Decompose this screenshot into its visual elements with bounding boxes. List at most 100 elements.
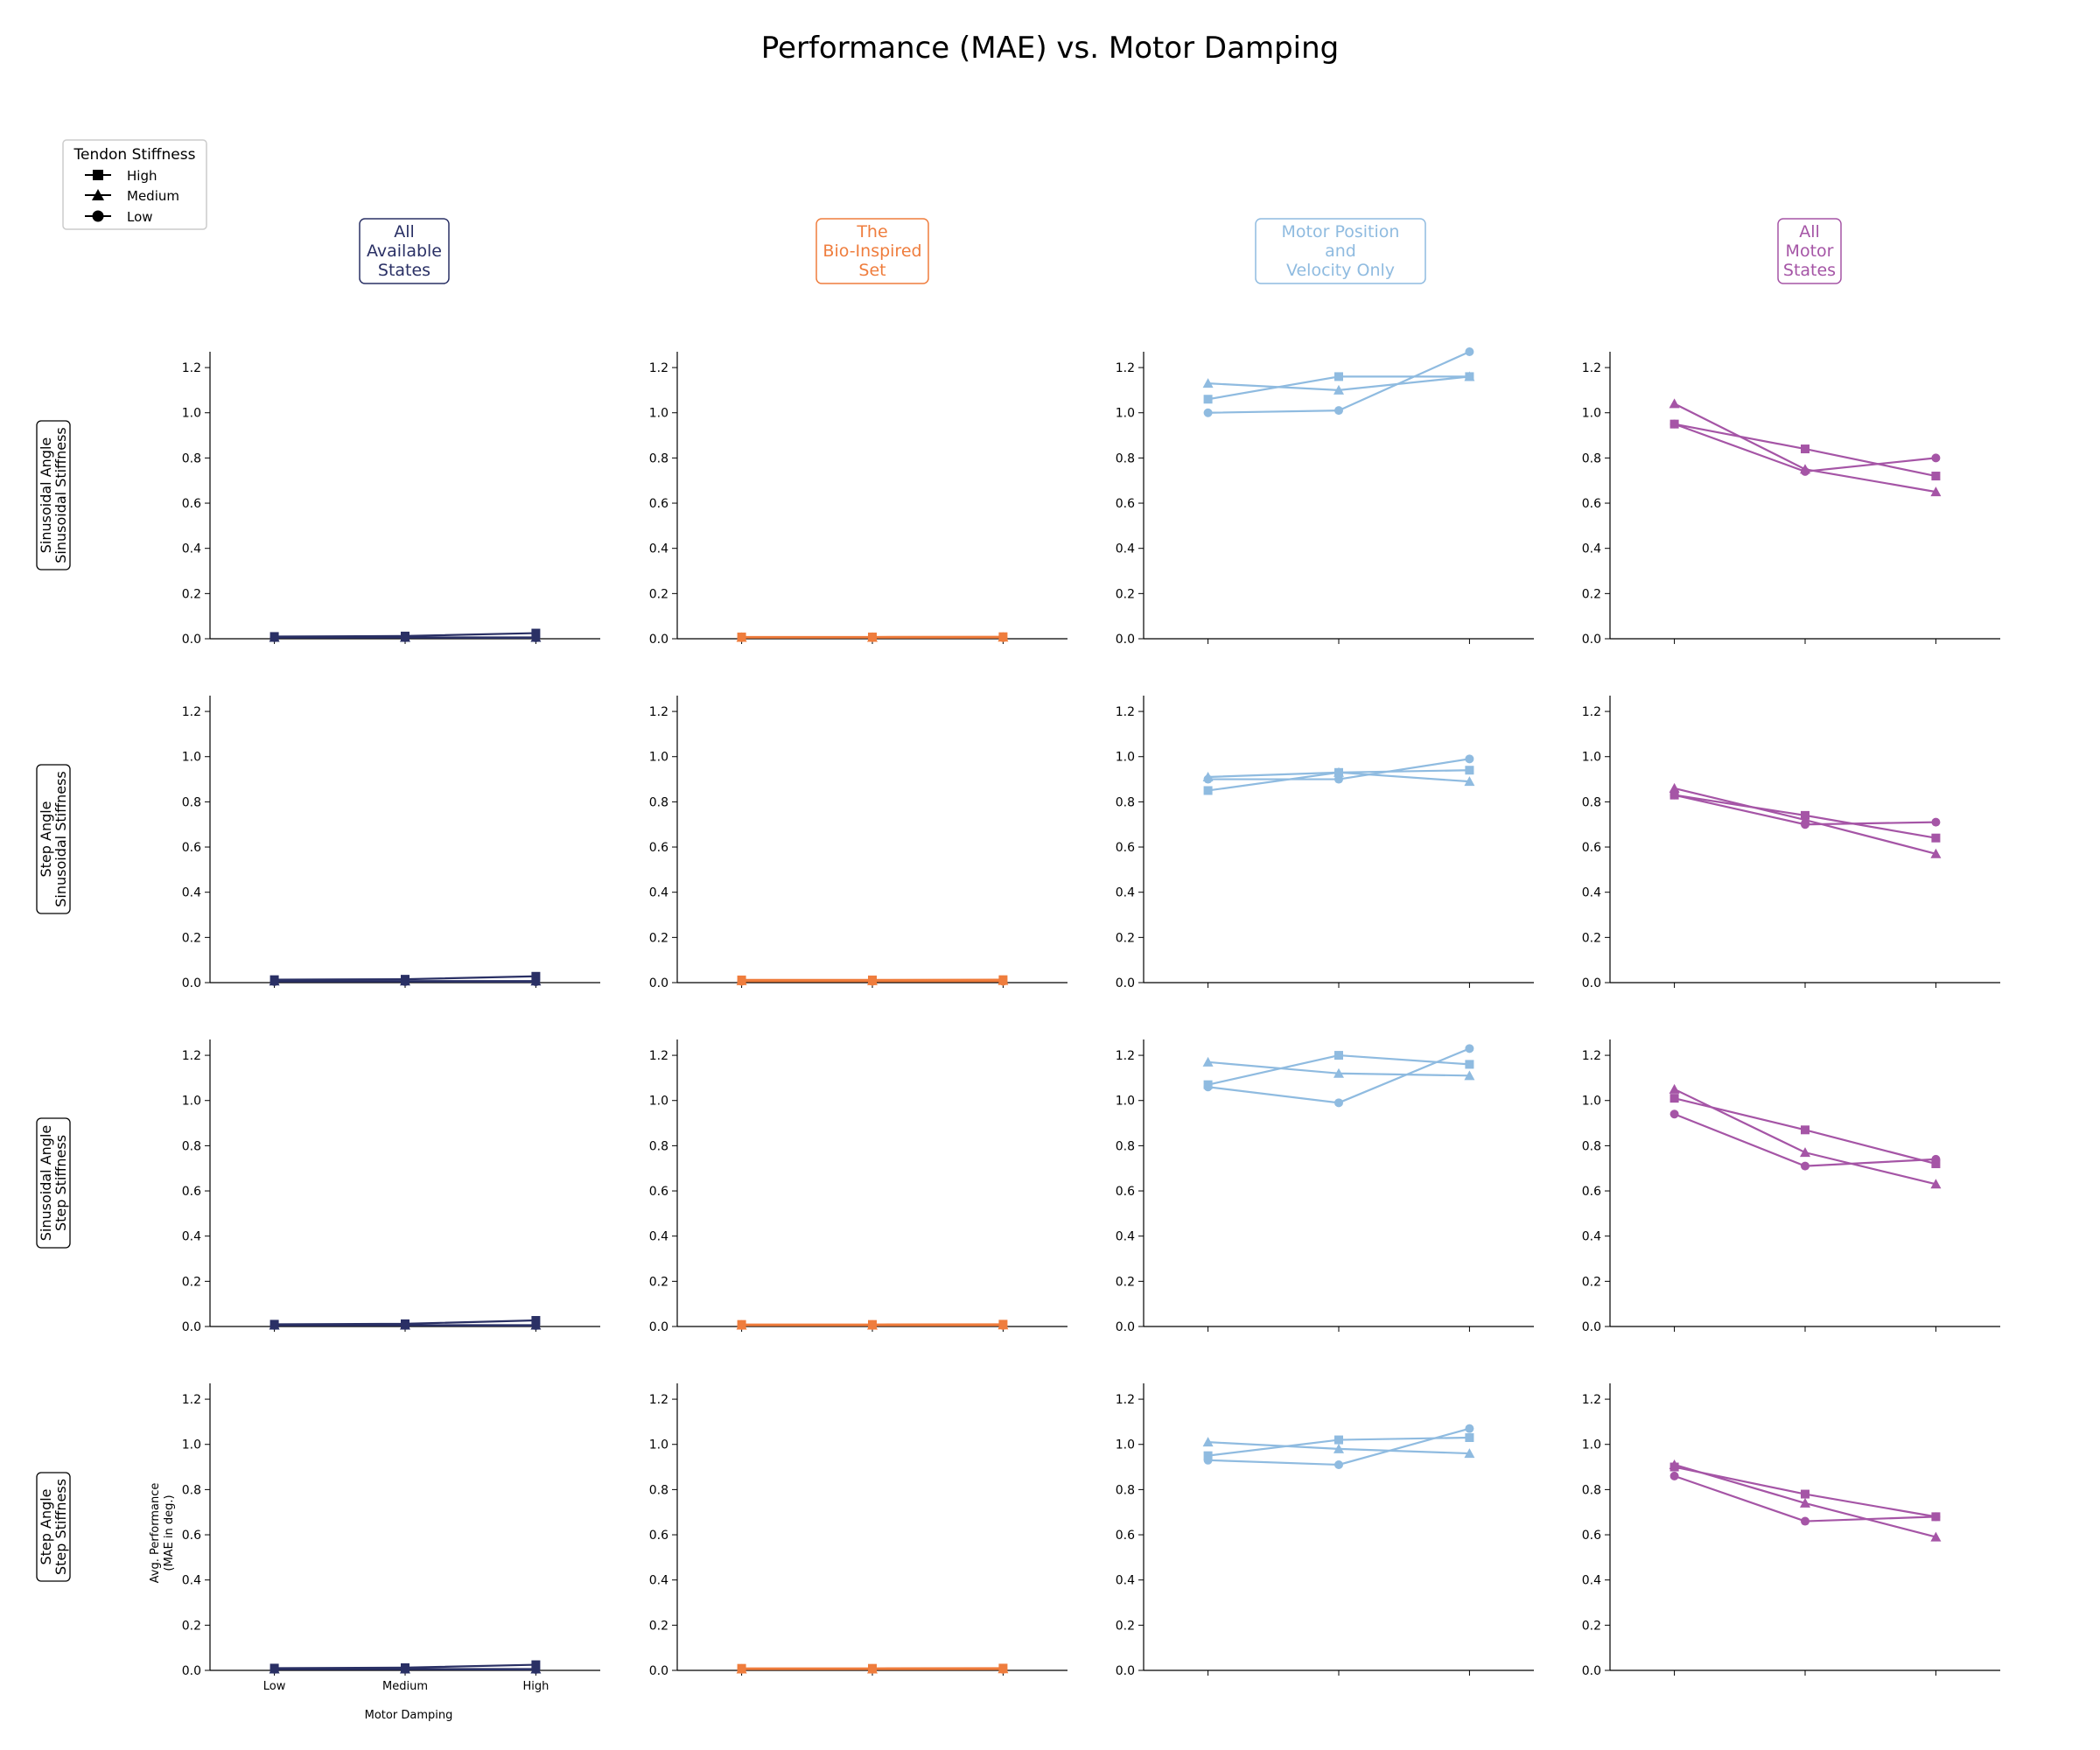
panel-r1-c2: 0.0 0.2 0.4 0.6 0.8 1.0 1.2 [649, 352, 1068, 647]
legend-item-high: High [85, 168, 157, 184]
y-tick-label: 1.2 [649, 1049, 668, 1063]
data-point [1801, 1489, 1810, 1499]
y-tick-label: 0.6 [1116, 841, 1135, 855]
data-point [1465, 1060, 1474, 1069]
y-tick-label: 0.2 [182, 1619, 201, 1633]
panel-r4-c1: 0.0 0.2 0.4 0.6 0.8 1.0 1.2 Low Medium High [182, 1383, 600, 1693]
data-point [1334, 1051, 1343, 1060]
y-tick-label: 0.6 [1116, 1185, 1135, 1199]
data-point [1464, 776, 1475, 787]
row-header-line: Step Angle [38, 1488, 54, 1564]
y-tick-label: 1.0 [182, 407, 201, 421]
series-low [270, 633, 541, 642]
y-tick-label: 0.4 [182, 1230, 201, 1244]
data-point [1801, 1125, 1810, 1135]
data-point [1800, 1147, 1810, 1158]
y-tick-label: 0.4 [649, 886, 668, 900]
x-tick-label: Medium [382, 1680, 428, 1693]
y-tick-label: 0.6 [1582, 1529, 1601, 1543]
data-point [1203, 786, 1213, 795]
y-tick-label: 0.2 [1582, 587, 1601, 601]
data-point [737, 976, 746, 986]
panel-r2-c1: 0.0 0.2 0.4 0.6 0.8 1.0 1.2 [182, 696, 600, 990]
data-point [1931, 833, 1941, 843]
y-tick-label: 0.0 [649, 633, 668, 647]
y-tick-label: 0.8 [649, 1139, 668, 1153]
y-tick-label: 0.4 [182, 542, 201, 556]
row-header-frame [36, 1472, 71, 1582]
y-tick-label: 1.0 [182, 1438, 201, 1452]
data-point [1931, 817, 1941, 827]
data-point [1334, 384, 1344, 395]
x-tick-label: Low [263, 1680, 286, 1693]
panel-r2-c3: 0.0 0.2 0.4 0.6 0.8 1.0 1.2 [1116, 696, 1534, 990]
y-tick-label: 0.8 [1582, 1483, 1601, 1497]
data-point [1930, 1531, 1942, 1542]
y-tick-label: 0.6 [1582, 497, 1601, 511]
data-point [1202, 1437, 1214, 1447]
x-tick-label: High [522, 1680, 549, 1693]
y-tick-label: 0.4 [1582, 542, 1601, 556]
data-point [1930, 1179, 1942, 1189]
series-low [1670, 419, 1941, 476]
column-header-line: and [1325, 242, 1356, 261]
y-tick-label: 1.0 [1116, 407, 1135, 421]
data-point [1334, 1460, 1343, 1469]
column-header-line: All [1799, 222, 1820, 242]
data-point [1931, 453, 1941, 463]
series-medium [1202, 371, 1475, 395]
series-high [1670, 1094, 1941, 1169]
y-tick-label: 1.2 [182, 705, 201, 719]
y-tick-label: 0.6 [182, 497, 201, 511]
series-low [737, 1664, 1008, 1674]
column-header-line: Available [367, 242, 442, 261]
y-axis-title: Avg. Performance (MAE in deg.) [149, 1483, 176, 1584]
data-point [531, 633, 541, 642]
series-low [1670, 1110, 1941, 1171]
series-medium [1669, 1083, 1942, 1189]
data-point [1334, 406, 1343, 416]
row-header-line: Step Angle [38, 801, 54, 877]
y-tick-label: 1.2 [1582, 705, 1601, 719]
data-point [1465, 766, 1474, 775]
series-high [1670, 1462, 1941, 1522]
y-axis-title-line-2: (MAE in deg.) [163, 1494, 176, 1571]
data-point [1670, 1094, 1679, 1103]
row-header-frame [36, 764, 71, 914]
y-tick-label: 0.0 [182, 1664, 201, 1678]
y-tick-label: 1.0 [649, 407, 668, 421]
column-header-frame [359, 218, 450, 284]
data-point [998, 633, 1008, 642]
y-tick-label: 0.2 [182, 587, 201, 601]
data-point [270, 1664, 279, 1674]
y-tick-label: 1.2 [1116, 705, 1135, 719]
data-point [737, 633, 746, 642]
y-tick-label: 0.2 [1582, 1619, 1601, 1633]
data-point [1930, 486, 1942, 497]
series-high [1203, 1432, 1474, 1460]
y-tick-label: 1.2 [1116, 1049, 1135, 1063]
y-tick-label: 0.2 [649, 931, 668, 945]
legend-item-low: Low [85, 209, 153, 225]
y-tick-label: 1.0 [182, 1095, 201, 1109]
data-point [1465, 347, 1474, 356]
panel-r4-c4: 0.0 0.2 0.4 0.6 0.8 1.0 1.2 [1582, 1383, 2000, 1678]
data-point [1801, 820, 1810, 830]
y-tick-label: 0.6 [649, 841, 668, 855]
data-point [1669, 398, 1680, 409]
y-tick-label: 1.0 [649, 751, 668, 765]
series-low [737, 976, 1008, 986]
y-tick-label: 1.2 [1582, 1049, 1601, 1063]
y-tick-label: 0.8 [182, 452, 201, 466]
series-low [1203, 754, 1474, 784]
y-tick-label: 1.0 [1116, 1095, 1135, 1109]
panel-grid: 0.0 0.2 0.4 0.6 0.8 1.0 1.2 0.0 0.2 0.4 0.6 0.8 1.0 1… [182, 347, 2000, 1693]
y-tick-label: 0.4 [649, 1574, 668, 1588]
y-tick-label: 0.8 [649, 1483, 668, 1497]
y-tick-label: 0.2 [182, 1275, 201, 1289]
series-medium [1202, 1056, 1475, 1081]
data-point [531, 976, 541, 986]
y-tick-label: 0.6 [1116, 497, 1135, 511]
row-header-frame [36, 1117, 71, 1249]
